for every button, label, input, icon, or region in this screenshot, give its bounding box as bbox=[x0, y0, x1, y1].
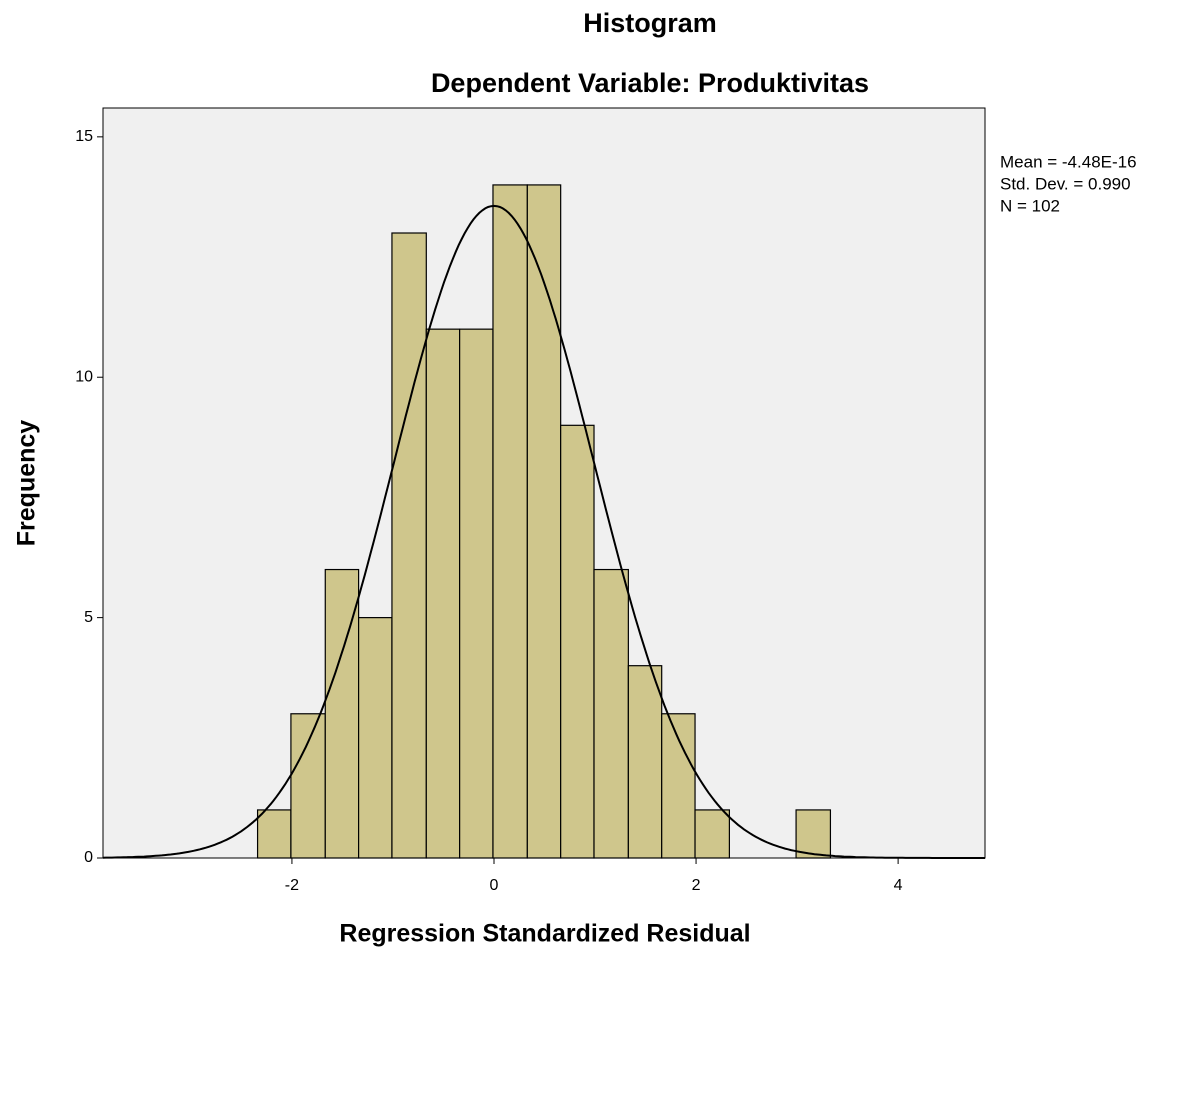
x-axis-label: Regression Standardized Residual bbox=[339, 920, 750, 948]
stats-text: N = 102 bbox=[1000, 196, 1060, 215]
bar bbox=[358, 617, 393, 859]
bar bbox=[661, 713, 696, 859]
y-tick-label: 10 bbox=[75, 368, 93, 385]
x-tick-label: 4 bbox=[894, 877, 903, 894]
bar bbox=[560, 424, 595, 859]
bar bbox=[795, 809, 832, 859]
bar bbox=[492, 184, 528, 859]
bar bbox=[694, 809, 730, 859]
stats-text: Std. Dev. = 0.990 bbox=[1000, 174, 1131, 193]
bar bbox=[627, 665, 663, 859]
chart-subtitle: Dependent Variable: Produktivitas bbox=[431, 68, 869, 98]
y-tick-label: 0 bbox=[84, 849, 93, 866]
bar bbox=[391, 232, 427, 859]
stats-text: Mean = -4.48E-16 bbox=[1000, 152, 1137, 171]
normal-curve bbox=[102, 204, 985, 859]
bar bbox=[459, 328, 494, 859]
bar bbox=[593, 568, 629, 859]
y-tick-label: 15 bbox=[75, 128, 93, 145]
x-tick-label: 2 bbox=[692, 877, 701, 894]
y-axis-label: Frequency bbox=[13, 420, 41, 547]
bar bbox=[256, 809, 292, 859]
x-tick-label: 0 bbox=[490, 877, 499, 894]
bar bbox=[526, 184, 562, 859]
chart-title: Histogram bbox=[583, 8, 717, 38]
bar bbox=[425, 328, 461, 859]
bar bbox=[290, 713, 326, 859]
plot-frame bbox=[102, 107, 986, 859]
x-tick-label: -2 bbox=[285, 877, 299, 894]
y-tick-label: 5 bbox=[84, 609, 93, 626]
